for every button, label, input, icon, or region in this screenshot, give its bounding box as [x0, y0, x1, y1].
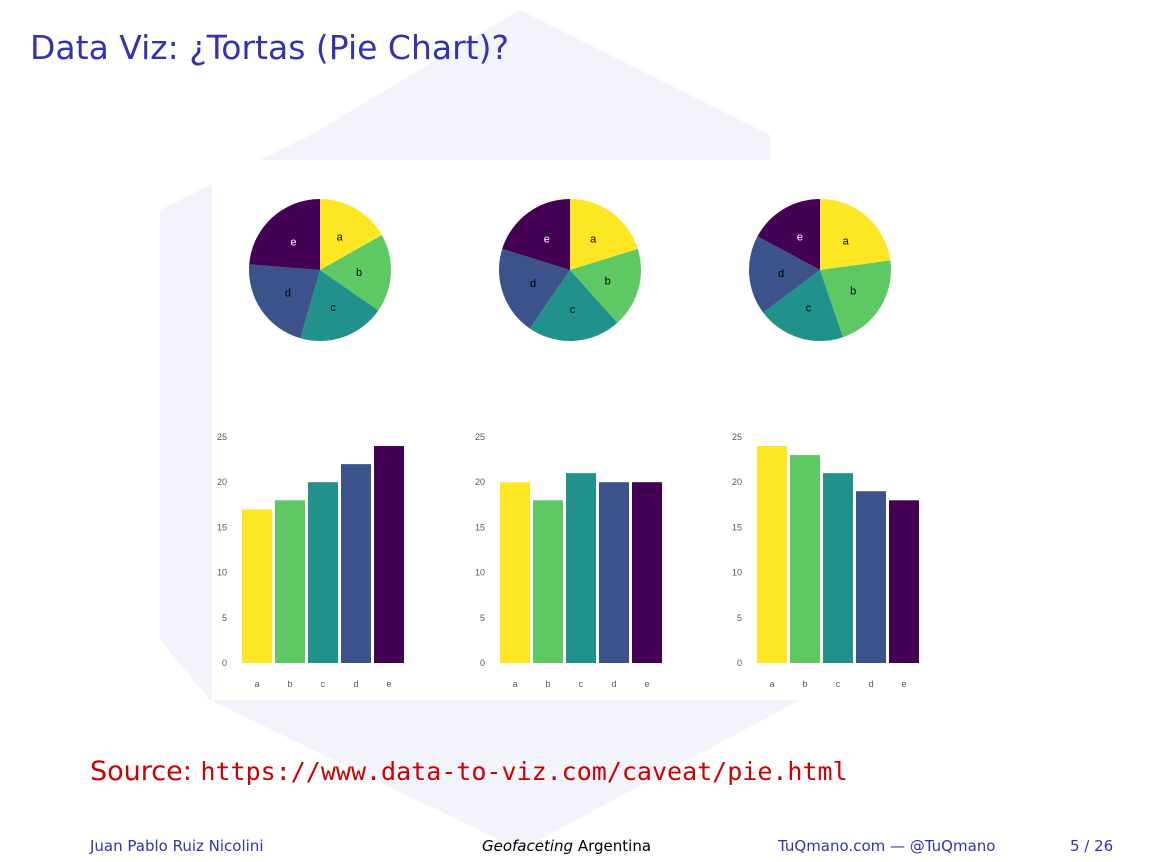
- bar-1-bar-d: [341, 464, 371, 663]
- bar-1-ytick: 20: [217, 477, 227, 487]
- pie-2-label-c: c: [570, 304, 576, 316]
- pie-3-label-e: e: [797, 231, 803, 243]
- bar-2-bar-e: [632, 482, 662, 663]
- bar-1-ytick: 25: [217, 432, 227, 442]
- source-label: Source:: [90, 756, 192, 787]
- pie-3-slice-c: [763, 270, 843, 341]
- pie-1-slice-b: [320, 235, 391, 311]
- footer-topic-rest: Argentina: [577, 837, 652, 855]
- bar-3-bar-e: [889, 500, 919, 663]
- pie-2-slice-b: [570, 248, 641, 323]
- pie-3-slice-a: [820, 199, 891, 270]
- bar-3-ytick: 10: [732, 568, 742, 578]
- bar-1-ytick: 10: [217, 568, 227, 578]
- bar-3-xtick-a: a: [769, 679, 774, 689]
- bar-2-xtick-e: e: [644, 679, 649, 689]
- slide-title: Data Viz: ¿Tortas (Pie Chart)?: [30, 28, 509, 67]
- pie-2-label-a: a: [590, 234, 597, 246]
- bar-2-bar-a: [500, 482, 530, 663]
- bar-2-ytick: 5: [480, 613, 485, 623]
- bar-1-bar-e: [374, 446, 404, 663]
- bar-3-bar-d: [856, 491, 886, 663]
- bar-2-ytick: 0: [480, 658, 485, 668]
- bar-3-ytick: 5: [737, 613, 742, 623]
- pie-1-slice-c: [300, 270, 379, 341]
- pie-3-label-a: a: [843, 236, 850, 248]
- bar-2-ytick: 20: [475, 477, 485, 487]
- bar-2-ytick: 10: [475, 568, 485, 578]
- pie-2-label-e: e: [544, 234, 550, 246]
- pie-3-slice-d: [749, 236, 820, 313]
- bar-3-bar-b: [790, 455, 820, 663]
- bar-1-xtick-b: b: [287, 679, 292, 689]
- pie-2-slice-c: [529, 270, 618, 341]
- bar-3-bar-c: [823, 473, 853, 663]
- bar-1-bar-a: [242, 509, 272, 663]
- footer-topic-italic: Geofaceting: [482, 837, 574, 855]
- bar-3-xtick-b: b: [802, 679, 807, 689]
- pie-1-label-b: b: [356, 267, 362, 279]
- pie-2-label-d: d: [530, 278, 536, 290]
- source-url[interactable]: https://www.data-to-viz.com/caveat/pie.h…: [200, 757, 848, 786]
- bar-3-ytick: 15: [732, 522, 742, 532]
- pie-2-slice-e: [502, 199, 570, 270]
- pie-1-label-d: d: [285, 287, 291, 299]
- pie-1-label-e: e: [290, 236, 296, 248]
- footer-author: Juan Pablo Ruiz Nicolini: [90, 837, 264, 855]
- source-line: Source: https://www.data-to-viz.com/cave…: [90, 756, 848, 787]
- footer-page: 5 / 26: [1070, 837, 1114, 855]
- pie-3-label-d: d: [778, 268, 784, 280]
- pie-1-slice-d: [249, 264, 320, 339]
- bar-2-ytick: 25: [475, 432, 485, 442]
- pie-2-label-b: b: [605, 275, 611, 287]
- bar-3-ytick: 25: [732, 432, 742, 442]
- bar-2-ytick: 15: [475, 522, 485, 532]
- bar-3-bar-a: [757, 446, 787, 663]
- bar-3-xtick-e: e: [901, 679, 906, 689]
- bar-2-xtick-b: b: [545, 679, 550, 689]
- pie-3-label-b: b: [850, 286, 856, 298]
- pie-2-slice-d: [499, 248, 570, 329]
- bar-3-ytick: 0: [737, 658, 742, 668]
- bar-2-bar-d: [599, 482, 629, 663]
- bar-1-bar-c: [308, 482, 338, 663]
- pie-1-label-a: a: [337, 231, 344, 243]
- pie-2-slice-a: [570, 199, 638, 270]
- footer-topic: Geofaceting Argentina: [482, 837, 651, 855]
- bar-3-ytick: 20: [732, 477, 742, 487]
- pie-1-slice-e: [249, 199, 320, 270]
- bar-2-xtick-d: d: [611, 679, 616, 689]
- bar-2-xtick-a: a: [512, 679, 517, 689]
- pie-3-slice-b: [820, 260, 891, 338]
- bar-1-xtick-c: c: [321, 679, 326, 689]
- bar-2-bar-b: [533, 500, 563, 663]
- bar-2-bar-c: [566, 473, 596, 663]
- bar-1-ytick: 5: [222, 613, 227, 623]
- bar-1-xtick-e: e: [386, 679, 391, 689]
- bar-3-xtick-d: d: [868, 679, 873, 689]
- pie-1-label-c: c: [330, 302, 336, 314]
- pie-3-slice-e: [757, 199, 820, 270]
- pie-3-label-c: c: [806, 302, 812, 314]
- bar-1-xtick-d: d: [353, 679, 358, 689]
- bar-2-xtick-c: c: [579, 679, 584, 689]
- footer-site[interactable]: TuQmano.com — @TuQmano: [778, 837, 996, 855]
- bar-3-xtick-c: c: [836, 679, 841, 689]
- pie-1-slice-a: [320, 199, 382, 270]
- bar-1-ytick: 15: [217, 522, 227, 532]
- bar-1-xtick-a: a: [254, 679, 259, 689]
- bar-1-bar-b: [275, 500, 305, 663]
- bar-1-ytick: 0: [222, 658, 227, 668]
